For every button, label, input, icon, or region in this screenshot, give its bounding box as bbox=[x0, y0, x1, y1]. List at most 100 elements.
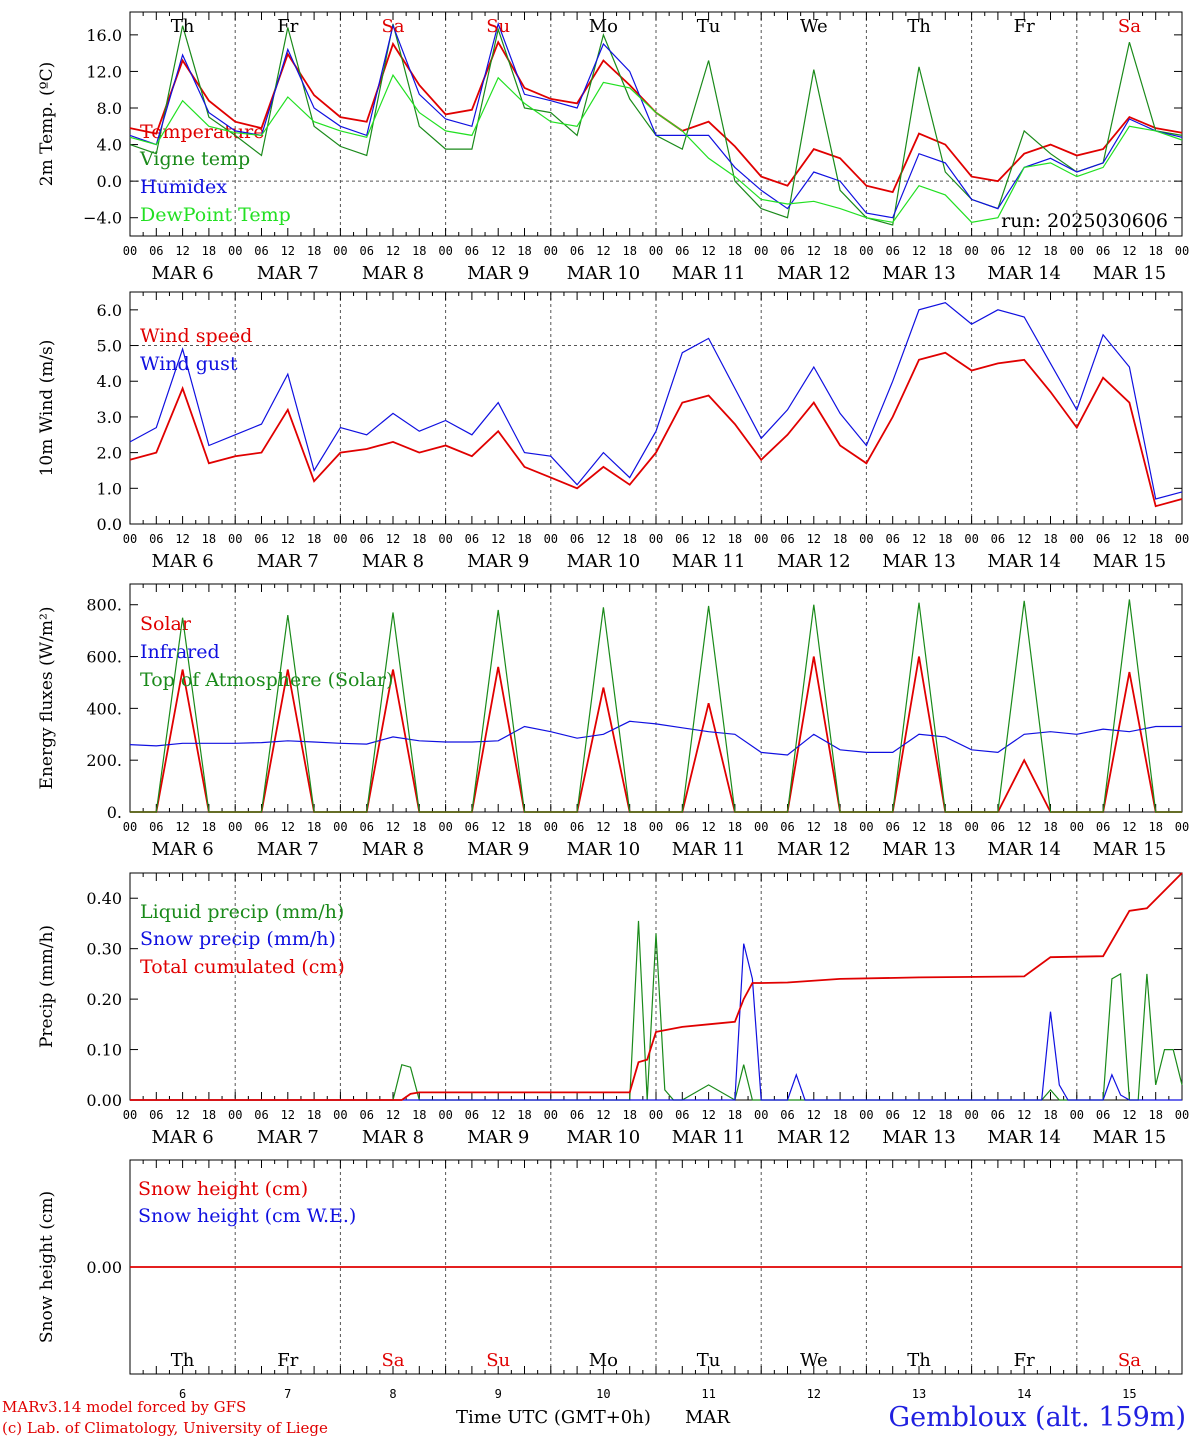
hour-label: 18 bbox=[307, 532, 321, 546]
hour-label: 12 bbox=[1017, 1108, 1031, 1122]
hour-label: 00 bbox=[438, 820, 452, 834]
hour-label: 18 bbox=[1148, 1108, 1162, 1122]
y-tick-label: 3.0 bbox=[97, 408, 122, 427]
hour-label: 12 bbox=[701, 1108, 715, 1122]
hour-label: 00 bbox=[123, 244, 137, 258]
legend-entry: Top of Atmosphere (Solar) bbox=[140, 669, 393, 691]
legend-entry: Infrared bbox=[140, 641, 220, 663]
hour-label: 00 bbox=[1175, 820, 1189, 834]
hour-label: 18 bbox=[622, 244, 636, 258]
hour-label: 12 bbox=[807, 532, 821, 546]
hour-label: 06 bbox=[991, 244, 1005, 258]
date-label: MAR 12 bbox=[777, 551, 851, 572]
hour-label: 18 bbox=[728, 532, 742, 546]
hour-label: 12 bbox=[807, 820, 821, 834]
hour-label: 00 bbox=[123, 820, 137, 834]
legend-entry: Snow precip (mm/h) bbox=[140, 928, 336, 950]
y-tick-label: 6.0 bbox=[97, 301, 122, 320]
hour-label: 18 bbox=[1148, 532, 1162, 546]
hour-label: 00 bbox=[333, 820, 347, 834]
hour-label: 18 bbox=[412, 532, 426, 546]
date-label: MAR 6 bbox=[152, 551, 214, 572]
hour-label: 00 bbox=[859, 1108, 873, 1122]
hour-label: 12 bbox=[491, 532, 505, 546]
hour-label: 00 bbox=[1175, 244, 1189, 258]
hour-label: 06 bbox=[465, 244, 479, 258]
hour-label: 00 bbox=[964, 532, 978, 546]
hour-label: 18 bbox=[938, 532, 952, 546]
hour-label: 06 bbox=[149, 820, 163, 834]
weekday-label: Su bbox=[486, 16, 510, 37]
month-label: MAR bbox=[685, 1407, 730, 1428]
date-label: MAR 7 bbox=[257, 551, 319, 572]
date-label: MAR 8 bbox=[362, 551, 424, 572]
y-tick-label: 200. bbox=[86, 751, 122, 770]
weekday-label: Mo bbox=[589, 16, 618, 37]
hour-label: 06 bbox=[780, 1108, 794, 1122]
hour-label: 12 bbox=[596, 244, 610, 258]
hour-label: 06 bbox=[254, 244, 268, 258]
legend-entry: Snow height (cm W.E.) bbox=[138, 1205, 356, 1227]
hour-label: 00 bbox=[859, 820, 873, 834]
hour-label: 12 bbox=[596, 1108, 610, 1122]
hour-label: 00 bbox=[649, 532, 663, 546]
date-label: MAR 15 bbox=[1093, 839, 1167, 860]
hour-label: 12 bbox=[1017, 532, 1031, 546]
hour-label: 00 bbox=[333, 244, 347, 258]
legend-entry: Wind speed bbox=[140, 325, 252, 347]
hour-label: 00 bbox=[964, 244, 978, 258]
weekday-label: Sa bbox=[1118, 16, 1141, 37]
hour-label: 00 bbox=[228, 1108, 242, 1122]
date-label: MAR 7 bbox=[257, 263, 319, 284]
hour-label: 06 bbox=[465, 820, 479, 834]
hour-label: 06 bbox=[885, 820, 899, 834]
day-number: 11 bbox=[701, 1387, 715, 1401]
hour-label: 12 bbox=[807, 244, 821, 258]
date-label: MAR 11 bbox=[672, 839, 746, 860]
y-axis-label: Precip (mm/h) bbox=[37, 925, 57, 1048]
hour-label: 18 bbox=[307, 820, 321, 834]
weekday-label: Th bbox=[171, 1350, 195, 1371]
weekday-label: Mo bbox=[589, 1350, 618, 1371]
hour-label: 00 bbox=[123, 1108, 137, 1122]
hour-label: 00 bbox=[1175, 1108, 1189, 1122]
hour-label: 00 bbox=[544, 1108, 558, 1122]
hour-label: 18 bbox=[1043, 1108, 1057, 1122]
hour-label: 00 bbox=[964, 1108, 978, 1122]
legend-entry: Vigne temp bbox=[139, 148, 250, 170]
weekday-label: Th bbox=[907, 16, 931, 37]
hour-label: 06 bbox=[359, 532, 373, 546]
hour-label: 18 bbox=[833, 1108, 847, 1122]
date-label: MAR 11 bbox=[672, 1127, 746, 1148]
hour-label: 12 bbox=[1122, 1108, 1136, 1122]
date-label: MAR 13 bbox=[882, 1127, 956, 1148]
hour-label: 18 bbox=[202, 532, 216, 546]
date-label: MAR 8 bbox=[362, 839, 424, 860]
hour-label: 00 bbox=[333, 532, 347, 546]
y-axis-label: 10m Wind (m/s) bbox=[37, 340, 57, 477]
hour-label: 18 bbox=[833, 244, 847, 258]
legend-entry: Wind gust bbox=[140, 353, 238, 375]
hour-label: 06 bbox=[254, 820, 268, 834]
legend-entry: DewPoint Temp bbox=[140, 204, 291, 226]
hour-label: 06 bbox=[885, 532, 899, 546]
hour-label: 00 bbox=[649, 820, 663, 834]
y-axis-label: Energy fluxes (W/m²) bbox=[37, 607, 57, 790]
hour-label: 12 bbox=[912, 244, 926, 258]
hour-label: 00 bbox=[964, 820, 978, 834]
weekday-label: Sa bbox=[381, 1350, 404, 1371]
hour-label: 18 bbox=[1043, 820, 1057, 834]
hour-label: 18 bbox=[202, 1108, 216, 1122]
hour-label: 12 bbox=[281, 244, 295, 258]
date-label: MAR 6 bbox=[152, 1127, 214, 1148]
day-number: 10 bbox=[596, 1387, 610, 1401]
hour-label: 06 bbox=[991, 1108, 1005, 1122]
y-tick-label: 0.0 bbox=[97, 515, 122, 534]
hour-label: 06 bbox=[254, 1108, 268, 1122]
hour-label: 00 bbox=[754, 820, 768, 834]
hour-label: 12 bbox=[386, 1108, 400, 1122]
hour-label: 00 bbox=[228, 820, 242, 834]
hour-label: 06 bbox=[570, 244, 584, 258]
date-label: MAR 9 bbox=[467, 551, 529, 572]
hour-label: 12 bbox=[386, 532, 400, 546]
